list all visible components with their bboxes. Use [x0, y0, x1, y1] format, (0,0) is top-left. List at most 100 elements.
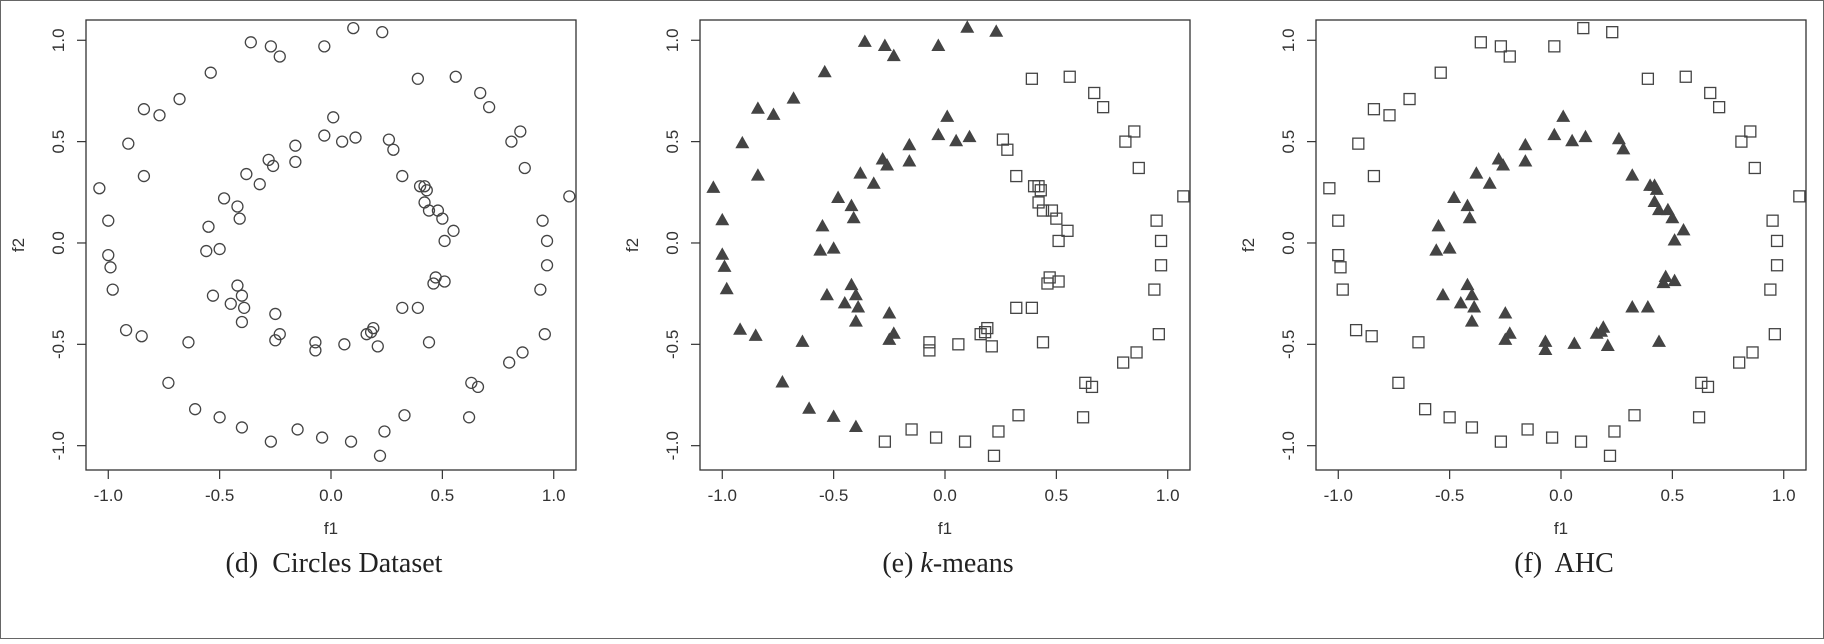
data-point-circle: [173, 92, 186, 106]
data-point-circle: [438, 234, 451, 248]
x-tick-label: 0.0: [933, 486, 957, 505]
data-point-square: [1050, 212, 1063, 225]
data-point-square: [1010, 169, 1023, 183]
data-point-circle: [162, 376, 175, 389]
data-point-triangle: [902, 154, 917, 167]
data-point-square: [1323, 182, 1336, 195]
x-tick-label: -0.5: [1435, 486, 1464, 505]
data-point-circle: [262, 153, 275, 167]
data-point-triangle: [960, 20, 975, 33]
data-point-triangle: [1453, 295, 1468, 309]
panel-f: -1.0 -0.5 0.0 0.5 1.0 -1.0 -0.5 0.0 0.5 1.0 f1 f2: [1239, 19, 1807, 538]
data-point-circle: [376, 26, 389, 39]
data-point-circle: [373, 449, 387, 462]
data-point-triangle: [1435, 287, 1450, 301]
data-point-triangle: [1464, 287, 1479, 301]
data-point-square: [1577, 21, 1590, 35]
data-point-circle: [382, 133, 396, 146]
data-point-square: [1130, 346, 1143, 359]
data-point-circle: [422, 336, 436, 349]
data-point-circle: [540, 234, 554, 248]
data-point-circle: [563, 190, 576, 203]
data-point-square: [1434, 66, 1447, 79]
data-point-square: [1154, 234, 1168, 248]
data-point-circle: [371, 340, 384, 353]
data-point-triangle: [719, 281, 734, 295]
data-point-square: [1010, 301, 1023, 314]
data-point-circle: [289, 139, 302, 152]
data-point-triangle: [748, 328, 763, 341]
data-point-triangle: [795, 334, 810, 347]
data-point-triangle: [1518, 154, 1533, 167]
data-point-square: [1574, 435, 1588, 448]
data-point-triangle: [831, 190, 846, 203]
data-point-square: [1052, 275, 1065, 288]
data-point-circle: [335, 135, 349, 148]
data-point-triangle: [931, 127, 946, 141]
data-point-circle: [235, 421, 249, 434]
data-point-triangle: [1431, 218, 1446, 232]
data-point-circle: [318, 129, 331, 142]
data-point-square: [1150, 214, 1163, 227]
data-point-circle: [204, 66, 217, 79]
data-point-circle: [137, 169, 151, 183]
data-point-triangle: [851, 300, 866, 313]
data-point-circle: [503, 356, 516, 369]
data-point-square: [1770, 259, 1784, 272]
data-point-circle: [447, 224, 460, 237]
data-point-square: [1494, 435, 1508, 448]
panel-d: -1.0 -0.5 0.0 0.5 1.0 -1.0 -0.5 0.0 0.5 1.0 f1 f2: [9, 19, 577, 538]
data-point-triangle: [949, 133, 964, 147]
data-point-circle: [449, 70, 462, 83]
data-point-triangle: [1596, 320, 1611, 333]
data-point-square: [1403, 92, 1416, 106]
y-tick-label: -1.0: [1279, 431, 1298, 460]
data-point-square: [1494, 40, 1508, 53]
data-point-square: [1701, 380, 1715, 394]
data-point-square: [1036, 204, 1050, 217]
caption-e-text: -means: [932, 548, 1014, 579]
data-point-square: [1521, 423, 1534, 436]
data-point-triangle: [1578, 129, 1593, 143]
data-point-circle: [244, 36, 257, 49]
data-point-triangle: [826, 409, 841, 422]
data-point-circle: [367, 321, 380, 335]
data-point-square: [1032, 196, 1045, 209]
data-point-triangle: [848, 287, 863, 301]
data-point-triangle: [1640, 300, 1655, 313]
data-point-square: [878, 435, 892, 448]
data-point-square: [1152, 328, 1165, 341]
data-point-triangle: [817, 64, 832, 78]
data-point-triangle: [1667, 233, 1682, 246]
data-point-square: [985, 340, 998, 353]
data-point-square: [996, 133, 1010, 146]
data-point-triangle: [837, 295, 852, 309]
data-point-square: [1349, 323, 1363, 337]
data-point-triangle: [1538, 342, 1553, 356]
data-point-triangle: [813, 243, 828, 256]
data-point-circle: [516, 346, 529, 359]
data-point-circle: [411, 301, 425, 314]
data-point-circle: [182, 336, 195, 349]
data-point-square: [1332, 214, 1345, 227]
data-point-circle: [482, 101, 496, 114]
data-point-square: [1392, 376, 1405, 389]
data-point-square: [1032, 180, 1045, 193]
data-point-square: [952, 338, 965, 351]
data-point-triangle: [962, 129, 977, 143]
data-point-circle: [188, 403, 202, 416]
data-point-triangle: [1556, 109, 1571, 122]
data-point-square: [1383, 109, 1396, 122]
data-point-square: [1744, 125, 1757, 138]
data-point-circle: [206, 289, 220, 302]
data-point-circle: [349, 131, 362, 144]
x-tick-label: -0.5: [819, 486, 848, 505]
data-point-triangle: [766, 107, 781, 120]
data-point-square: [1766, 214, 1779, 227]
x-tick-label: 1.0: [1772, 486, 1796, 505]
data-point-circle: [338, 338, 351, 351]
data-point-square: [1063, 70, 1076, 83]
data-point-square: [923, 336, 936, 349]
caption-d-prefix: (d): [225, 548, 259, 579]
data-point-circle: [273, 50, 286, 63]
